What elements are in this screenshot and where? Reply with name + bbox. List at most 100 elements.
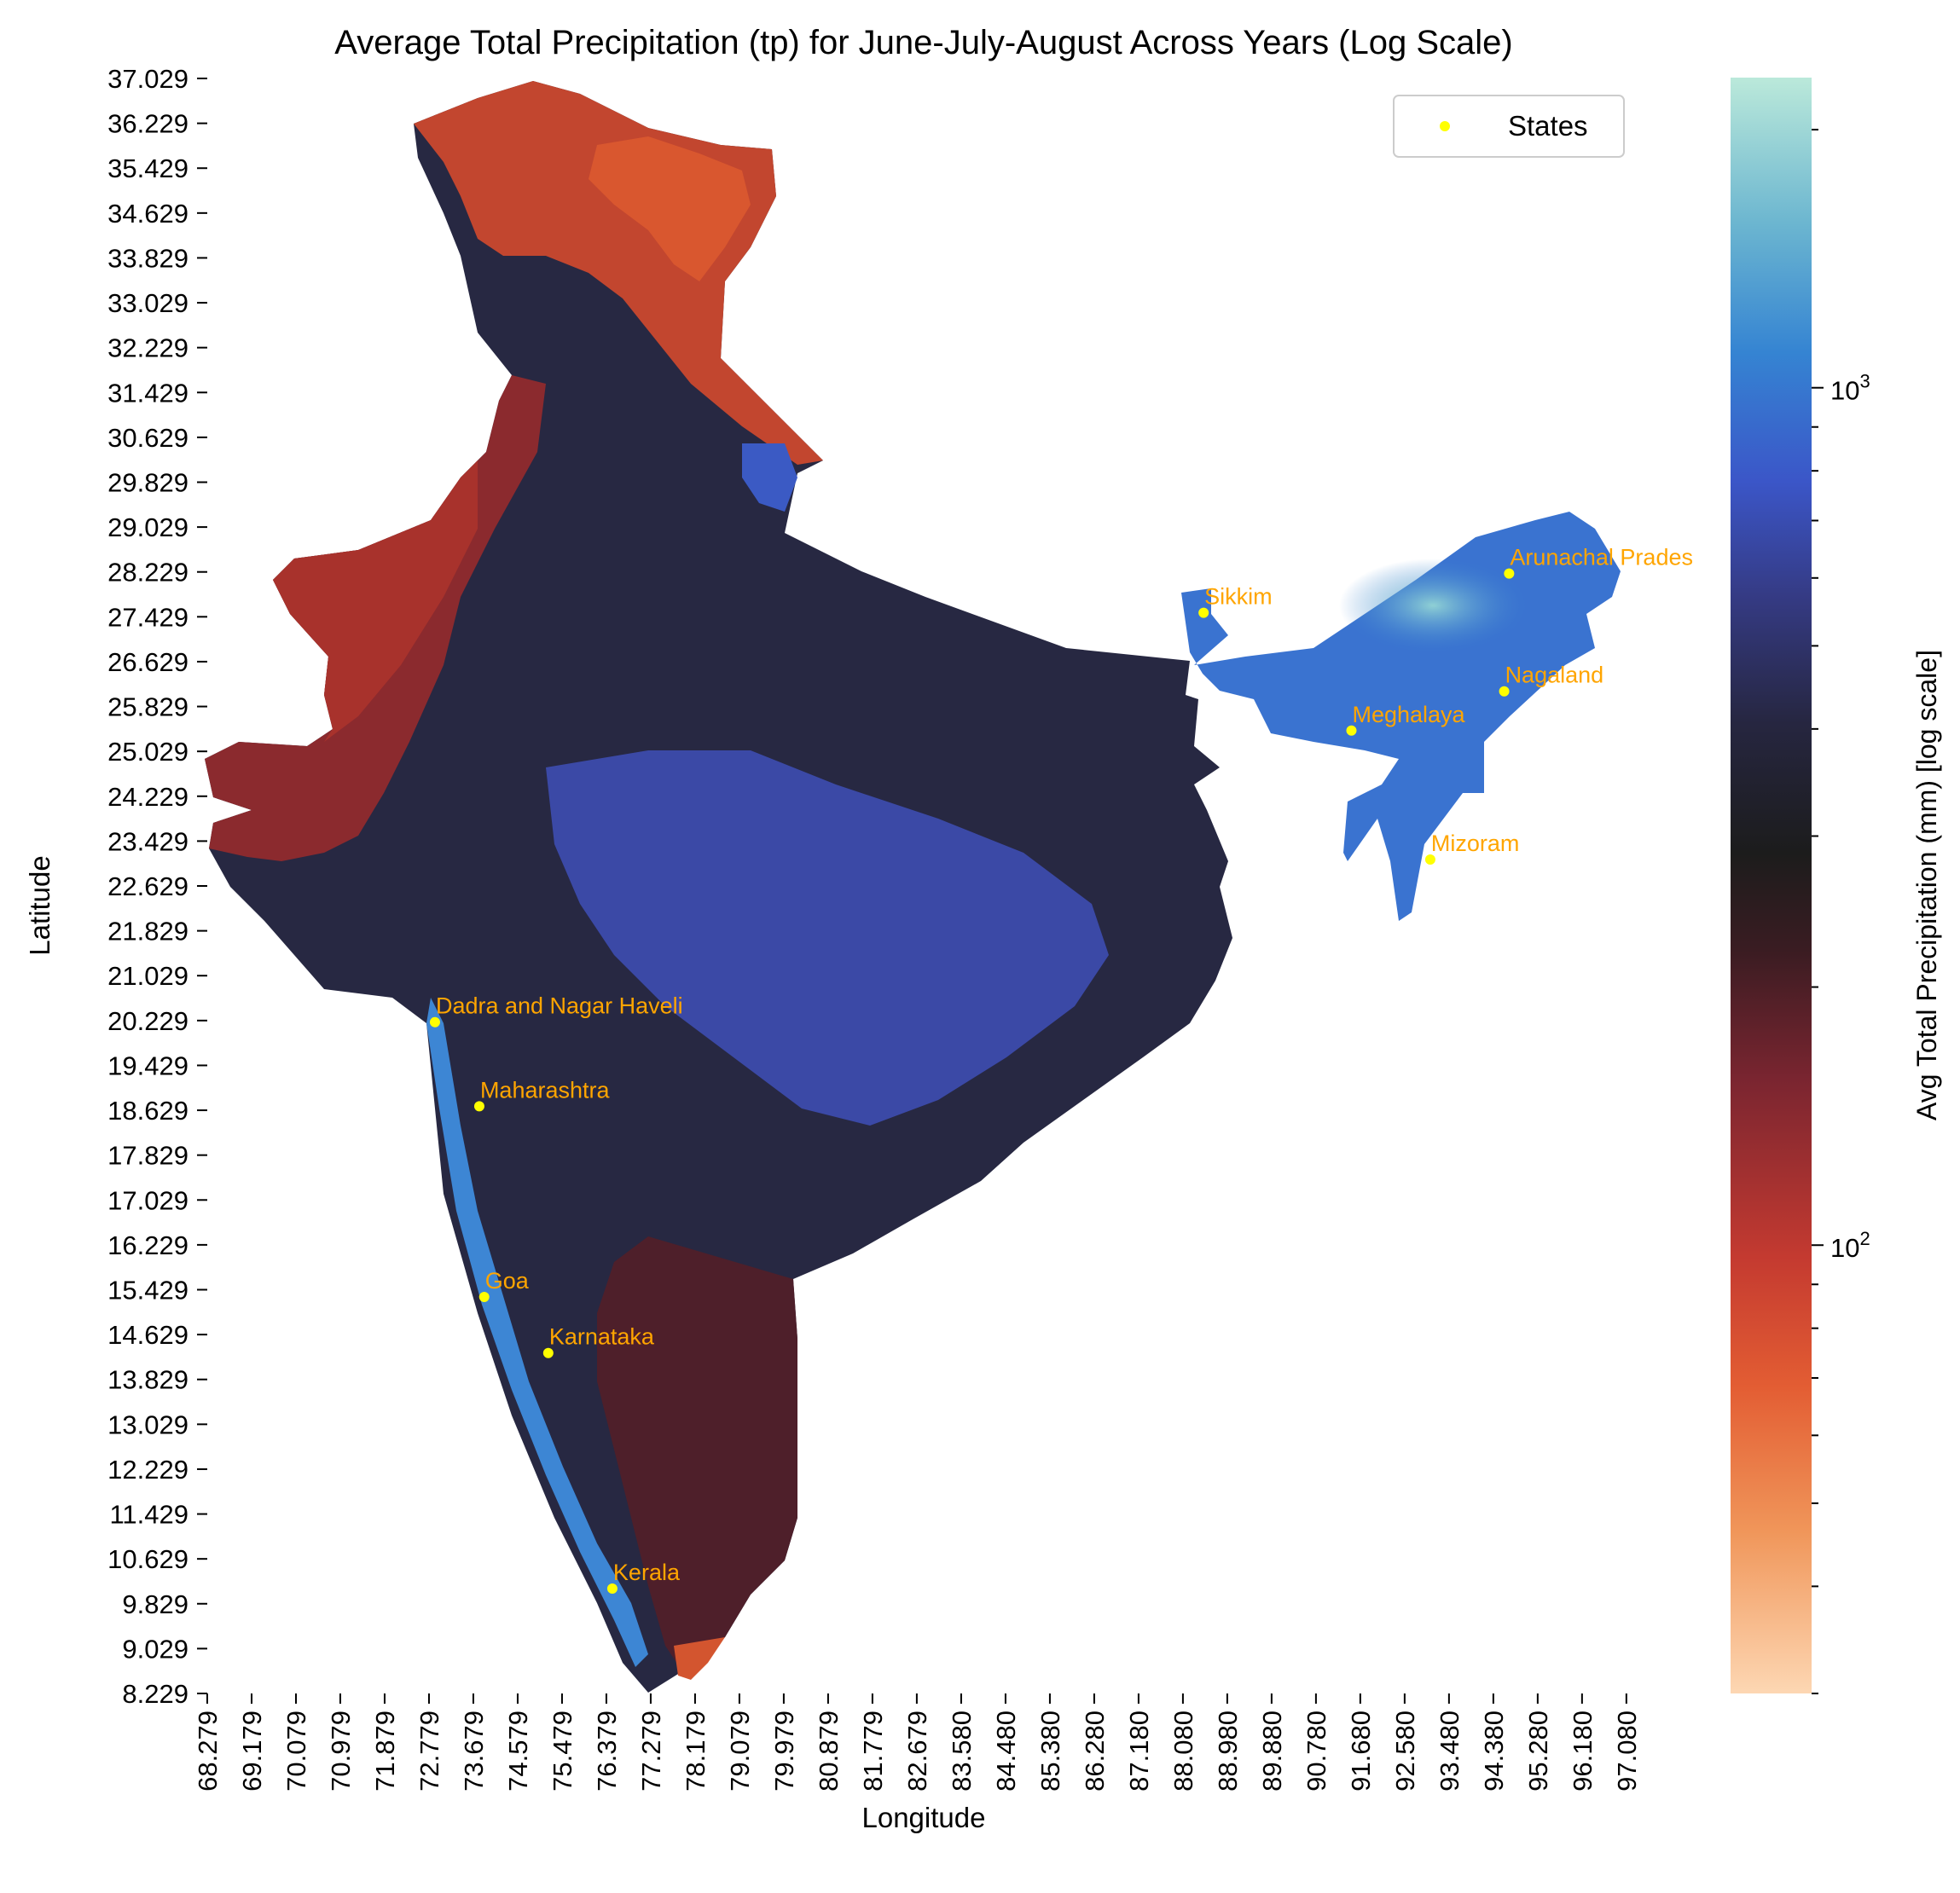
x-axis-label: Longitude (862, 1802, 986, 1833)
x-tick-label: 95.280 (1523, 1711, 1553, 1792)
state-marker (1499, 686, 1510, 697)
x-tick-label: 70.079 (281, 1711, 311, 1792)
colorbar-tick-exponent: 3 (1859, 371, 1870, 392)
x-tick-label: 79.079 (725, 1711, 755, 1792)
y-tick-label: 28.229 (107, 558, 188, 588)
state-marker (1346, 725, 1357, 736)
x-tick-label: 84.480 (991, 1711, 1021, 1792)
y-tick-label: 21.029 (107, 961, 188, 991)
state-marker (473, 1101, 484, 1112)
south-tip-region (674, 1637, 725, 1680)
legend-box (1393, 95, 1625, 158)
state-marker (542, 1347, 554, 1358)
x-tick-label: 88.080 (1168, 1711, 1198, 1792)
y-axis-label: Latitude (24, 855, 55, 955)
central-wet-region (546, 750, 1109, 1126)
x-tick-label: 82.679 (902, 1711, 932, 1792)
colorbar-label: Avg Total Precipitation (mm) [log scale] (1911, 650, 1942, 1120)
state-marker (1424, 854, 1435, 865)
y-tick-label: 30.629 (107, 423, 188, 453)
y-tick-label: 33.829 (107, 243, 188, 273)
colorbar-tick-base: 10 (1830, 376, 1859, 406)
y-tick-label: 9.829 (122, 1589, 188, 1619)
state-label: Dadra and Nagar Haveli (436, 993, 683, 1019)
legend-marker (1440, 121, 1450, 131)
x-tick-label: 75.479 (548, 1711, 577, 1792)
x-tick-label: 72.779 (415, 1711, 444, 1792)
x-tick-label: 92.580 (1390, 1711, 1420, 1792)
y-tick-label: 9.029 (122, 1634, 188, 1664)
state-label: Maharashtra (480, 1077, 611, 1103)
y-tick-label: 14.629 (107, 1320, 188, 1350)
x-tick-label: 93.480 (1435, 1711, 1464, 1792)
x-tick-label: 96.180 (1568, 1711, 1598, 1792)
y-tick-label: 13.829 (107, 1365, 188, 1395)
y-tick-label: 33.029 (107, 288, 188, 318)
colorbar-tick-label: 102 (1830, 1228, 1870, 1263)
y-tick-label: 36.229 (107, 109, 188, 139)
colorbar-tick-label: 103 (1830, 371, 1870, 406)
x-tick-label: 86.280 (1080, 1711, 1110, 1792)
x-tick-label: 70.979 (326, 1711, 356, 1792)
india-precipitation-map (205, 81, 1621, 1693)
x-tick-label: 73.679 (459, 1711, 489, 1792)
legend: States (1393, 95, 1625, 158)
y-tick-label: 23.429 (107, 826, 188, 856)
y-tick-label: 12.229 (107, 1455, 188, 1485)
state-marker (1198, 607, 1209, 618)
y-tick-label: 31.429 (107, 378, 188, 408)
y-tick-label: 29.829 (107, 468, 188, 498)
x-tick-label: 78.179 (681, 1711, 710, 1792)
state-label: Kerala (613, 1560, 681, 1585)
x-tick-label: 83.580 (947, 1711, 977, 1792)
himalaya-foothill-wet (742, 443, 797, 512)
y-tick-label: 11.429 (109, 1500, 188, 1530)
y-tick-label: 15.429 (107, 1276, 188, 1305)
state-label: Meghalaya (1352, 702, 1465, 727)
y-tick-label: 17.829 (107, 1141, 188, 1171)
x-tick-label: 74.579 (503, 1711, 533, 1792)
x-tick-label: 77.279 (636, 1711, 666, 1792)
y-tick-label: 35.429 (107, 153, 188, 183)
state-label: Karnataka (549, 1324, 655, 1350)
x-axis: 68.279 69.179 70.079 70.979 71.879 72.779 73.6… (193, 1693, 1642, 1792)
y-tick-label: 24.229 (107, 782, 188, 812)
y-tick-label: 19.429 (107, 1051, 188, 1080)
legend-label: States (1508, 110, 1588, 142)
state-marker (429, 1016, 440, 1028)
y-axis: 37.029 36.229 35.429 34.629 33.829 33.029 32.2… (107, 64, 207, 1709)
y-tick-label: 26.629 (107, 647, 188, 677)
northeast-wet-core (1339, 559, 1527, 652)
x-tick-label: 85.380 (1035, 1711, 1065, 1792)
colorbar-tick-base: 10 (1830, 1233, 1859, 1263)
state-marker (478, 1291, 490, 1302)
x-tick-label: 79.979 (769, 1711, 799, 1792)
y-tick-label: 17.029 (107, 1185, 188, 1215)
y-tick-label: 27.429 (107, 602, 188, 632)
state-label: Nagaland (1505, 663, 1604, 688)
y-tick-label: 16.229 (107, 1230, 188, 1260)
colorbar-gradient (1731, 78, 1812, 1693)
y-tick-label: 21.829 (107, 917, 188, 946)
y-tick-label: 37.029 (107, 64, 188, 94)
x-tick-label: 90.780 (1302, 1711, 1331, 1792)
state-markers: Dadra and Nagar Haveli Maharashtra Goa Karn… (429, 545, 1693, 1594)
y-tick-label: 34.629 (107, 199, 188, 229)
colorbar-tick-exponent: 2 (1859, 1228, 1870, 1249)
state-label: Mizoram (1431, 831, 1520, 856)
state-marker (1504, 568, 1515, 579)
high-plateau-region (589, 136, 751, 281)
chart-title: Average Total Precipitation (tp) for Jun… (334, 24, 1512, 61)
x-tick-label: 97.080 (1612, 1711, 1642, 1792)
y-tick-label: 10.629 (107, 1544, 188, 1574)
x-tick-label: 89.880 (1257, 1711, 1287, 1792)
x-tick-label: 71.879 (370, 1711, 400, 1792)
y-tick-label: 29.029 (107, 512, 188, 542)
x-tick-label: 80.879 (814, 1711, 844, 1792)
x-tick-label: 76.379 (592, 1711, 622, 1792)
x-tick-label: 68.279 (193, 1711, 223, 1792)
western-ghats-coast (426, 998, 648, 1667)
